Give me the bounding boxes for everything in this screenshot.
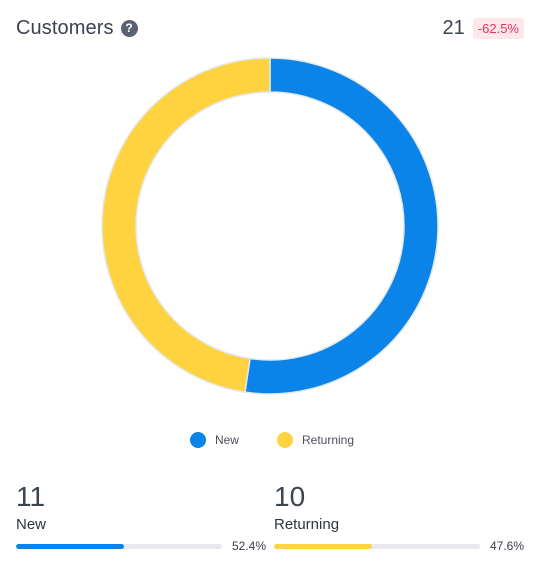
- percent-returning: 47.6%: [489, 539, 524, 553]
- donut-slice-new[interactable]: [244, 57, 439, 395]
- legend-item-new[interactable]: New: [189, 432, 239, 448]
- stat-value-returning: 10: [274, 481, 306, 512]
- progress-row-returning: 47.6%: [274, 539, 524, 553]
- legend-label-returning: Returning: [301, 433, 355, 447]
- title-group: Customers ?: [16, 17, 138, 40]
- progress-fill-new: [16, 543, 124, 549]
- stats-row: 11 New 52.4% 10 Returning 47.6%: [16, 480, 524, 553]
- donut-slice-returning[interactable]: [101, 57, 271, 393]
- card-title: Customers: [16, 16, 114, 39]
- total-customers: 21: [442, 16, 465, 39]
- stat-label-returning: Returning: [274, 516, 340, 533]
- change-badge: -62.5%: [472, 17, 524, 39]
- stat-value-new: 11: [16, 481, 46, 512]
- legend-swatch-returning: [276, 432, 293, 448]
- card-header: Customers ? 21 -62.5%: [16, 14, 524, 42]
- donut-chart: [101, 57, 439, 395]
- progress-fill-returning: [274, 543, 373, 549]
- legend-swatch-new: [189, 432, 206, 448]
- percent-new: 52.4%: [231, 539, 266, 553]
- question-icon[interactable]: ?: [120, 19, 138, 37]
- chart-legend: New Returning: [0, 432, 544, 448]
- legend-label-new: New: [214, 433, 239, 447]
- total-group: 21 -62.5%: [443, 17, 524, 40]
- donut-slices: [101, 57, 439, 395]
- stat-new: 11 New 52.4%: [16, 480, 266, 553]
- progress-track-new: [16, 543, 222, 549]
- progress-row-new: 52.4%: [16, 539, 266, 553]
- legend-item-returning[interactable]: Returning: [276, 432, 355, 448]
- stat-label-new: New: [16, 516, 47, 533]
- stat-returning: 10 Returning 47.6%: [274, 480, 524, 553]
- progress-track-returning: [274, 543, 480, 549]
